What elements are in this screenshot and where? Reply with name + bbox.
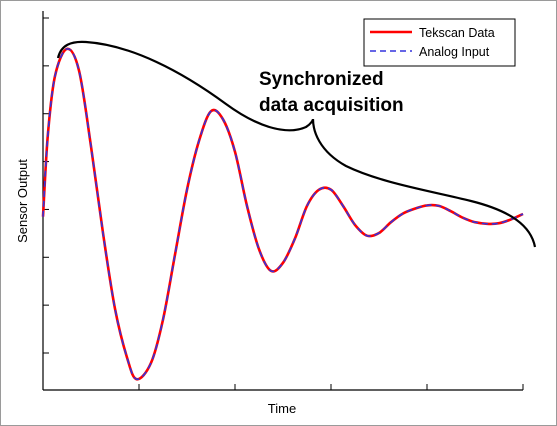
legend-box	[363, 18, 516, 67]
legend-label-analog: Analog Input	[419, 45, 490, 59]
annotation-line-1: Synchronized	[259, 69, 384, 90]
legend: Tekscan Data Analog Input	[363, 18, 516, 67]
y-axis-label: Sensor Output	[15, 159, 30, 243]
annotation-line-2: data acquisition	[259, 95, 404, 116]
x-ticks	[42, 384, 524, 390]
x-axis-label: Time	[268, 401, 296, 416]
annotation-brace	[56, 40, 537, 248]
legend-label-tekscan: Tekscan Data	[419, 26, 495, 40]
series-analog-line	[42, 48, 524, 381]
axes	[42, 11, 524, 391]
series-layer	[41, 47, 524, 381]
